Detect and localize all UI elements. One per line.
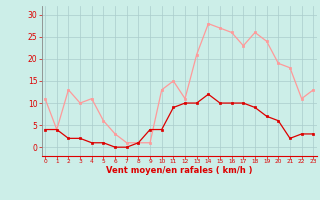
X-axis label: Vent moyen/en rafales ( km/h ): Vent moyen/en rafales ( km/h ) [106,166,252,175]
